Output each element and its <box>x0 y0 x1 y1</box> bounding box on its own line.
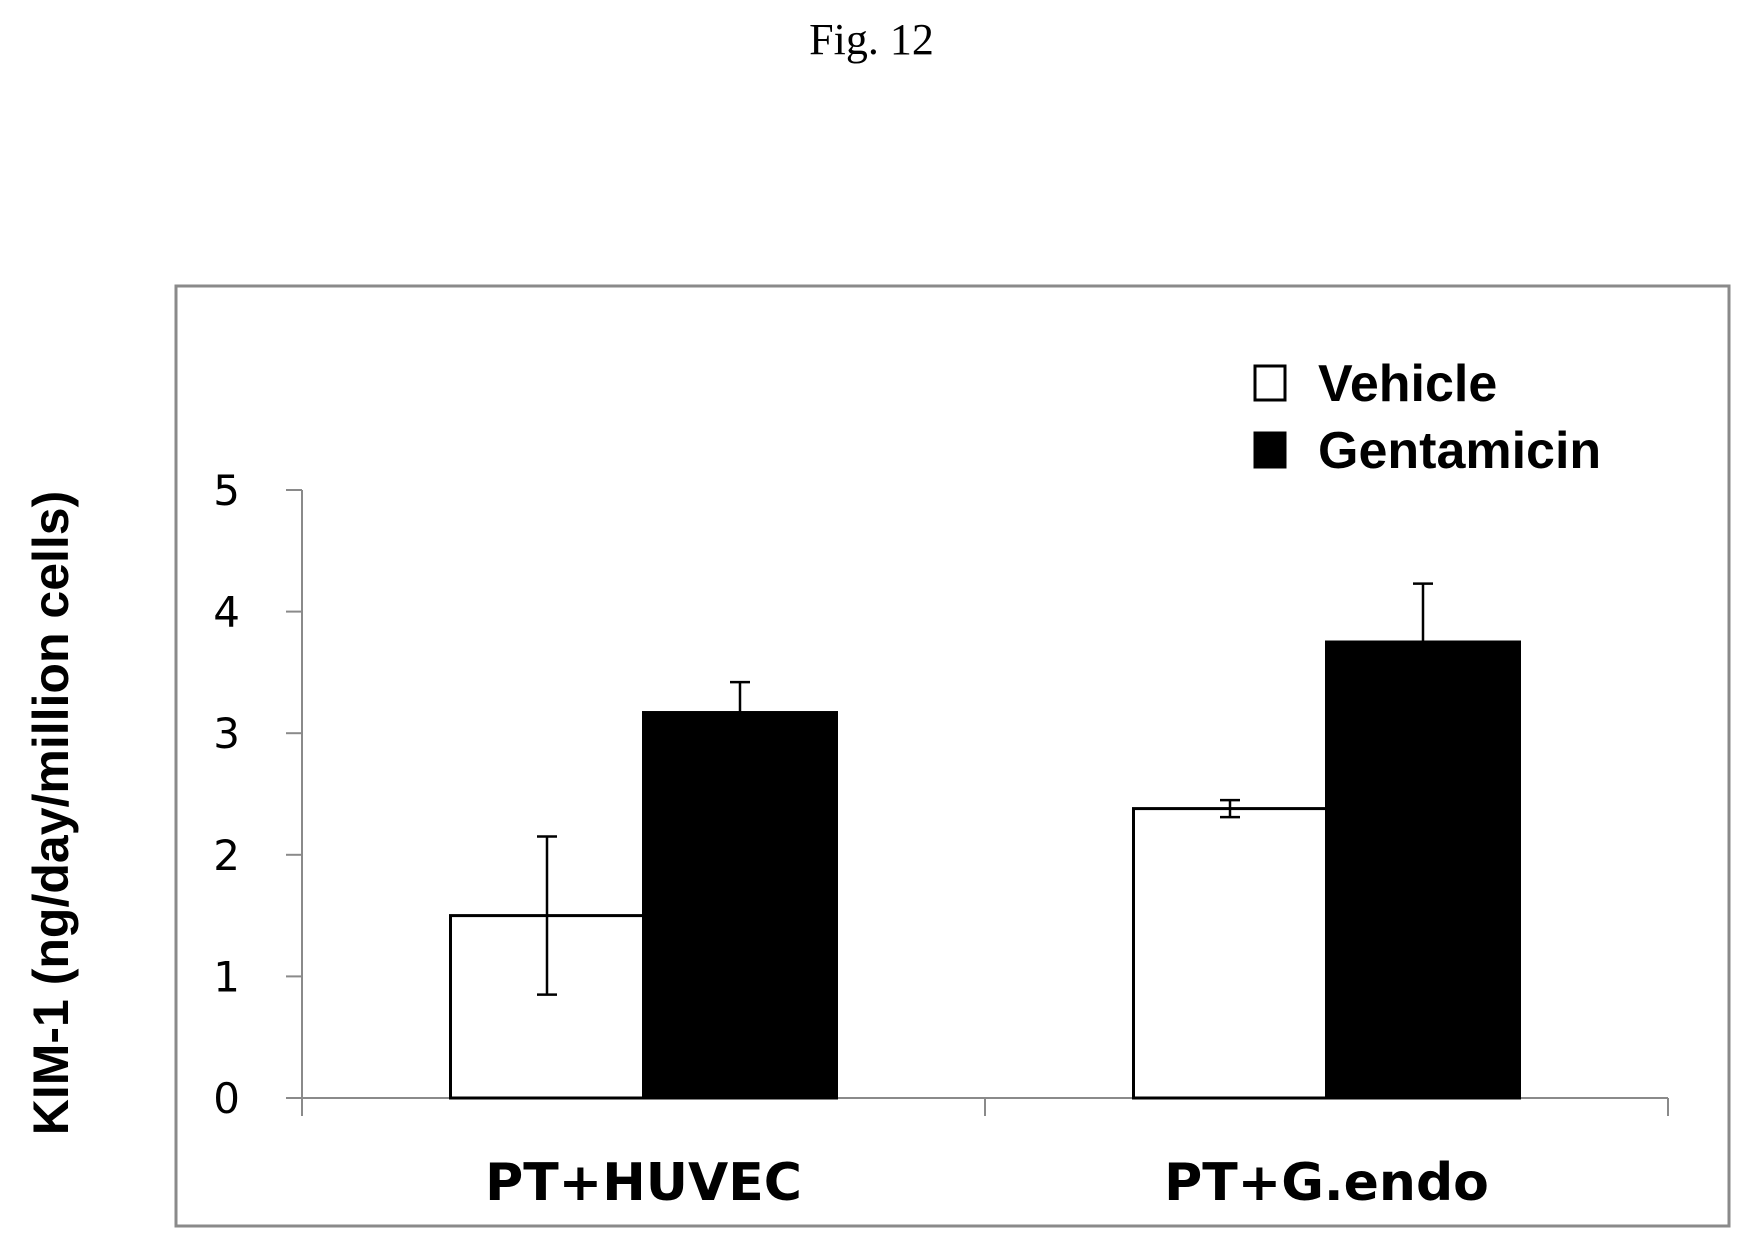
y-axis-label: KIM-1 (ng/day/million cells) <box>23 491 79 1136</box>
bar-vehicle <box>1132 807 1328 1100</box>
y-tick-label: 1 <box>213 952 240 1001</box>
figure-title: Fig. 12 <box>809 15 934 64</box>
legend: Vehicle Gentamicin <box>1253 355 1601 480</box>
bar-gentamicin <box>1325 640 1521 1100</box>
legend-label: Gentamicin <box>1318 422 1601 480</box>
y-tick-label: 2 <box>213 831 240 880</box>
y-tick-label: 3 <box>213 709 240 758</box>
y-tick-label: 5 <box>213 466 240 515</box>
x-category-labels: PT+HUVEC PT+G.endo <box>485 1153 1489 1213</box>
legend-label: Vehicle <box>1318 355 1497 413</box>
legend-item-gentamicin: Gentamicin <box>1253 422 1601 480</box>
error-bar-group <box>537 582 1433 996</box>
legend-swatch <box>1253 364 1287 402</box>
error-bar <box>537 835 557 996</box>
bar-group <box>449 640 1521 1100</box>
error-bar <box>730 680 750 745</box>
x-category-label: PT+HUVEC <box>485 1153 802 1213</box>
y-tick-label: 4 <box>213 588 240 637</box>
y-tick-labels: 0 1 2 3 4 5 <box>213 466 240 1123</box>
x-category-label: PT+G.endo <box>1164 1153 1489 1213</box>
error-bar <box>1220 798 1240 819</box>
error-bar <box>1413 582 1433 702</box>
legend-item-vehicle: Vehicle <box>1253 355 1497 413</box>
bar-gentamicin <box>642 711 838 1100</box>
legend-swatch <box>1253 431 1287 469</box>
chart-frame <box>174 284 1731 1228</box>
y-tick-label: 0 <box>213 1074 240 1123</box>
